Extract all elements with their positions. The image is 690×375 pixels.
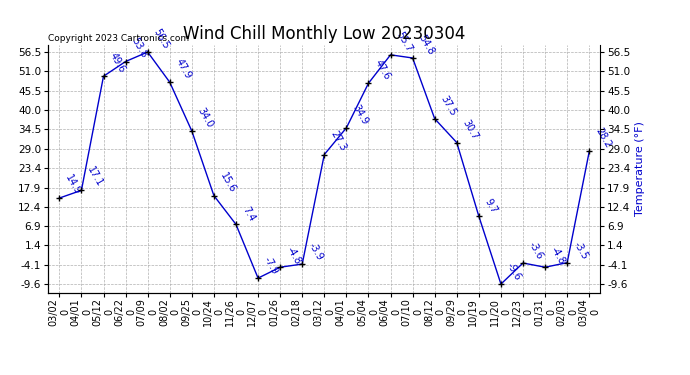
Text: 55.7: 55.7 xyxy=(395,30,414,54)
Text: 54.8: 54.8 xyxy=(417,33,436,57)
Text: 28.2: 28.2 xyxy=(593,126,613,150)
Text: 34.9: 34.9 xyxy=(351,103,370,126)
Text: -4.8: -4.8 xyxy=(284,244,302,266)
Y-axis label: Temperature (°F): Temperature (°F) xyxy=(635,122,644,216)
Text: 47.6: 47.6 xyxy=(373,58,392,82)
Text: -9.6: -9.6 xyxy=(505,261,523,283)
Text: -3.6: -3.6 xyxy=(527,240,545,262)
Text: 7.4: 7.4 xyxy=(240,205,257,223)
Text: 37.5: 37.5 xyxy=(439,94,458,117)
Text: 27.3: 27.3 xyxy=(328,129,348,153)
Text: 14.9: 14.9 xyxy=(63,173,83,196)
Text: 9.7: 9.7 xyxy=(483,196,500,215)
Text: 53.8: 53.8 xyxy=(130,36,149,60)
Text: 47.9: 47.9 xyxy=(174,57,193,81)
Text: -3.5: -3.5 xyxy=(571,240,589,261)
Text: 34.0: 34.0 xyxy=(196,106,215,130)
Text: 49.6: 49.6 xyxy=(108,51,127,75)
Text: 56.5: 56.5 xyxy=(152,27,171,51)
Title: Wind Chill Monthly Low 20230304: Wind Chill Monthly Low 20230304 xyxy=(183,26,466,44)
Text: -7.9: -7.9 xyxy=(262,255,280,277)
Text: 17.1: 17.1 xyxy=(86,165,105,189)
Text: Copyright 2023 Cartronics.com: Copyright 2023 Cartronics.com xyxy=(48,33,190,42)
Text: 15.6: 15.6 xyxy=(218,171,237,194)
Text: -3.9: -3.9 xyxy=(306,242,324,262)
Text: -4.8: -4.8 xyxy=(549,244,567,266)
Text: 30.7: 30.7 xyxy=(461,118,480,141)
